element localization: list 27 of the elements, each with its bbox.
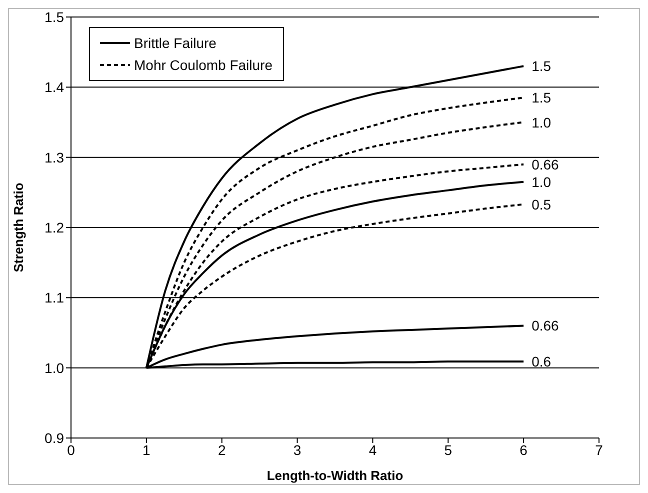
x-tick-label: 0 [67,442,76,458]
annotation: 1.0 [532,114,552,130]
annotation: 0.66 [532,318,560,334]
annotation: 0.5 [532,196,552,212]
x-tick-label: 6 [520,442,528,458]
y-tick-label: 1.1 [44,290,64,306]
y-tick-label: 1.2 [44,219,64,236]
x-tick-label: 1 [142,442,151,458]
annotation: 0.66 [532,156,560,172]
legend-label: Mohr Coulomb Failure [134,57,272,73]
x-tick-label: 5 [444,442,452,458]
y-tick-label: 1.3 [44,149,64,166]
annotation: 1.5 [532,90,552,106]
x-tick-label: 4 [368,442,377,458]
y-tick-label: 1.4 [44,79,64,96]
y-tick-label: 1.0 [44,360,64,376]
y-axis-title: Strength Ratio [11,182,26,272]
x-axis-title: Length-to-Width Ratio [266,468,404,483]
annotation: 1.5 [532,58,552,74]
x-tick-label: 3 [293,442,302,458]
x-tick-label: 7 [595,442,604,458]
y-tick-label: 0.9 [44,430,64,446]
y-tick-label: 1.5 [44,8,64,25]
x-tick-label: 2 [218,442,226,458]
annotation: 1.0 [532,174,552,190]
annotation: 0.6 [532,354,552,370]
legend-label: Brittle Failure [134,35,216,51]
